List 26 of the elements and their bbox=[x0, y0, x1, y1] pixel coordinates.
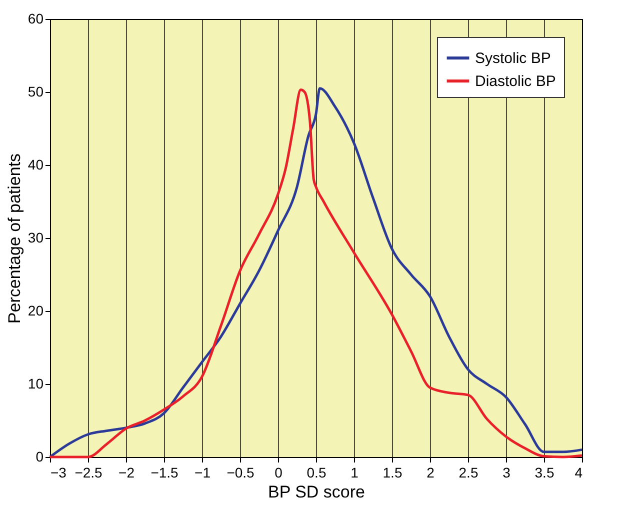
x-tick-label: −1 bbox=[194, 464, 211, 480]
y-tick-label: 30 bbox=[28, 230, 44, 246]
y-tick-label: 50 bbox=[28, 84, 44, 100]
y-tick-label: 0 bbox=[36, 448, 44, 464]
x-tick-label: 0.5 bbox=[306, 464, 326, 480]
x-tick-label: 3 bbox=[502, 464, 511, 480]
y-tick-label: 40 bbox=[28, 156, 44, 172]
x-tick-label: 4 bbox=[574, 464, 583, 480]
x-tick-label: 2 bbox=[426, 464, 435, 480]
x-tick-label: 3.5 bbox=[534, 464, 554, 480]
x-tick-label: −0.5 bbox=[226, 464, 255, 480]
x-tick-label: −1.5 bbox=[150, 464, 179, 480]
y-tick-label: 10 bbox=[28, 376, 44, 392]
legend-label: Systolic BP bbox=[475, 50, 551, 67]
legend-label: Diastolic BP bbox=[475, 73, 556, 90]
x-tick-label: 0 bbox=[274, 464, 283, 480]
y-axis-title: Percentage of patients bbox=[4, 153, 24, 324]
x-tick-label: −2 bbox=[118, 464, 135, 480]
x-tick-label: 1 bbox=[350, 464, 359, 480]
x-tick-label: −2.5 bbox=[74, 464, 103, 480]
y-tick-label: 20 bbox=[28, 302, 44, 318]
y-tick-label: 60 bbox=[28, 10, 44, 26]
x-axis-title: BP SD score bbox=[268, 482, 366, 502]
x-tick-label: 1.5 bbox=[382, 464, 402, 480]
x-tick-label: −3 bbox=[50, 464, 67, 480]
x-tick-label: 2.5 bbox=[458, 464, 478, 480]
